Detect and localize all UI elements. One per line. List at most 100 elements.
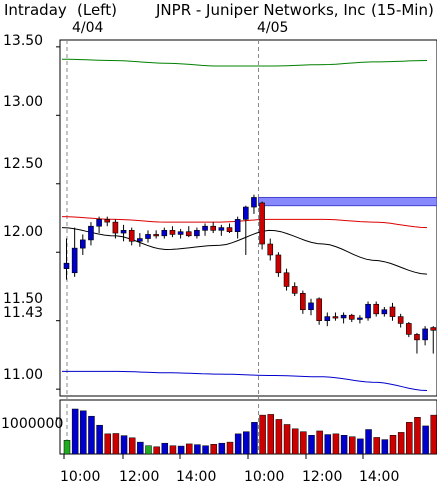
volume-bar	[104, 433, 111, 455]
y-tick-1200: 12.00	[3, 224, 43, 240]
candle-body	[275, 254, 282, 274]
volume-bar	[340, 435, 348, 455]
volume-bar	[128, 437, 136, 455]
candle-body	[202, 225, 208, 231]
volume-bar	[202, 445, 209, 455]
y-tick-last-price: 11.43	[3, 305, 43, 321]
candle-body	[218, 227, 225, 231]
candle-body	[226, 227, 233, 232]
candle-body	[137, 238, 143, 242]
volume-bar	[186, 443, 193, 455]
volume-bar	[357, 438, 364, 455]
volume-bar	[389, 435, 397, 455]
candle-body	[112, 221, 119, 234]
candle-body	[389, 306, 396, 317]
resistance-zone	[258, 196, 437, 207]
volume-bar	[112, 433, 120, 455]
y-tick-1100: 11.00	[3, 367, 43, 383]
candle-body	[422, 328, 428, 341]
volume-bar	[63, 440, 71, 455]
candle-body	[365, 303, 371, 319]
volume-bar	[161, 442, 169, 455]
candle-body	[153, 234, 159, 237]
candle-body	[177, 231, 184, 235]
candle-body	[210, 225, 216, 231]
volume-bar	[137, 441, 144, 455]
y-tick-1150: 11.50	[3, 291, 43, 307]
volume-bar	[381, 439, 389, 455]
candle-body	[120, 230, 127, 234]
candle-body	[96, 219, 102, 227]
candle-body	[291, 286, 298, 294]
volume-bar	[373, 437, 380, 455]
volume-bar	[267, 414, 274, 455]
x-tick-label: 12:00	[119, 469, 159, 485]
header-interval: (15-Min)	[371, 1, 434, 19]
candle-body	[324, 316, 331, 321]
volume-bar	[80, 410, 87, 455]
overlay-lower-band	[62, 370, 428, 391]
candle-body	[128, 230, 135, 242]
x-tick-label: 10:00	[244, 469, 284, 485]
candle-body	[169, 230, 176, 235]
volume-bar	[397, 432, 405, 455]
volume-bar	[218, 442, 226, 455]
volume-bar	[406, 422, 413, 455]
volume-bar	[194, 444, 201, 455]
volume-tick-label: 1000000	[1, 416, 63, 432]
volume-bar	[96, 424, 103, 455]
candle-body	[63, 262, 70, 269]
candle-body	[145, 234, 151, 239]
volume-bar	[71, 408, 79, 455]
chart-marks	[56, 40, 437, 459]
candle-body	[340, 314, 347, 319]
volume-bar	[430, 414, 437, 455]
price-panel-frame	[59, 39, 437, 397]
volume-bar	[120, 435, 128, 455]
volume-bar	[316, 430, 323, 455]
volume-bar	[210, 444, 217, 455]
candle-body	[80, 239, 86, 249]
volume-bar	[153, 446, 160, 455]
volume-bar	[300, 431, 307, 455]
candle-body	[357, 317, 363, 320]
volume-bar	[169, 445, 177, 455]
volume-bar	[291, 428, 299, 455]
volume-bar	[324, 434, 332, 455]
candle-body	[300, 293, 306, 311]
candle-body	[267, 243, 274, 256]
overlay-ma-black	[61, 227, 428, 275]
candle-body	[161, 230, 168, 237]
y-tick-1300: 13.00	[3, 94, 43, 110]
candle-body	[185, 231, 192, 237]
candle-body	[71, 247, 78, 274]
candle-body	[308, 302, 314, 311]
y-tick-1350: 13.50	[3, 33, 43, 49]
header-axis-side: (Left)	[77, 1, 117, 19]
volume-bar	[365, 429, 372, 455]
x-tick-label: 14:00	[359, 469, 399, 485]
volume-bar	[349, 436, 356, 455]
volume-bar	[145, 445, 152, 455]
volume-bar	[226, 441, 234, 455]
candle-body	[104, 219, 111, 223]
volume-bar	[422, 425, 429, 455]
volume-bar	[88, 415, 95, 455]
volume-bar	[308, 435, 315, 455]
candle-body	[316, 298, 322, 321]
day-label-2: 4/05	[257, 20, 288, 36]
candle-body	[414, 334, 420, 341]
volume-bar	[259, 414, 266, 455]
candle-body	[381, 309, 388, 315]
candle-body	[88, 225, 94, 241]
overlay-ma-red	[61, 216, 428, 229]
candle-body	[259, 202, 265, 245]
candle-body	[430, 327, 437, 331]
candle-body	[348, 314, 355, 320]
candle-body	[243, 206, 249, 220]
candle-body	[251, 197, 257, 208]
volume-bar	[243, 431, 250, 455]
x-tick-label: 14:00	[176, 469, 216, 485]
volume-bar	[332, 433, 340, 455]
